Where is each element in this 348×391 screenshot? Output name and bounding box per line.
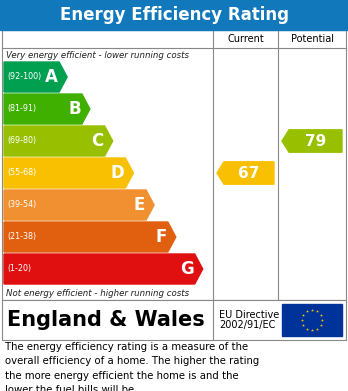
Polygon shape	[4, 222, 176, 252]
Text: Not energy efficient - higher running costs: Not energy efficient - higher running co…	[6, 289, 189, 298]
Bar	[2, 30, 346, 300]
Text: 2002/91/EC: 2002/91/EC	[219, 320, 275, 330]
Polygon shape	[4, 126, 113, 156]
Text: E: E	[134, 196, 145, 214]
Text: (39-54): (39-54)	[7, 201, 36, 210]
Text: B: B	[68, 100, 81, 118]
Text: 67: 67	[238, 165, 260, 181]
Text: G: G	[180, 260, 194, 278]
Text: England & Wales: England & Wales	[7, 310, 205, 330]
Polygon shape	[4, 254, 203, 284]
Polygon shape	[4, 190, 154, 220]
Text: A: A	[45, 68, 58, 86]
Polygon shape	[4, 94, 90, 124]
Bar	[0, 0, 348, 30]
Text: Current: Current	[227, 34, 264, 44]
Text: F: F	[156, 228, 167, 246]
Text: (1-20): (1-20)	[7, 264, 31, 273]
Polygon shape	[4, 62, 67, 92]
Polygon shape	[282, 130, 342, 152]
Text: Very energy efficient - lower running costs: Very energy efficient - lower running co…	[6, 50, 189, 59]
Text: 79: 79	[305, 133, 326, 149]
Text: C: C	[92, 132, 104, 150]
Bar	[2, 300, 346, 340]
Text: (92-100): (92-100)	[7, 72, 41, 81]
Bar	[282, 304, 342, 336]
Text: Potential: Potential	[291, 34, 333, 44]
Text: The energy efficiency rating is a measure of the
overall efficiency of a home. T: The energy efficiency rating is a measur…	[5, 342, 259, 391]
Polygon shape	[4, 158, 133, 188]
Text: (21-38): (21-38)	[7, 233, 36, 242]
Text: D: D	[111, 164, 124, 182]
Text: EU Directive: EU Directive	[219, 310, 279, 320]
Text: Energy Efficiency Rating: Energy Efficiency Rating	[60, 6, 288, 24]
Text: (55-68): (55-68)	[7, 169, 36, 178]
Text: (81-91): (81-91)	[7, 104, 36, 113]
Text: (69-80): (69-80)	[7, 136, 36, 145]
Polygon shape	[217, 162, 274, 184]
